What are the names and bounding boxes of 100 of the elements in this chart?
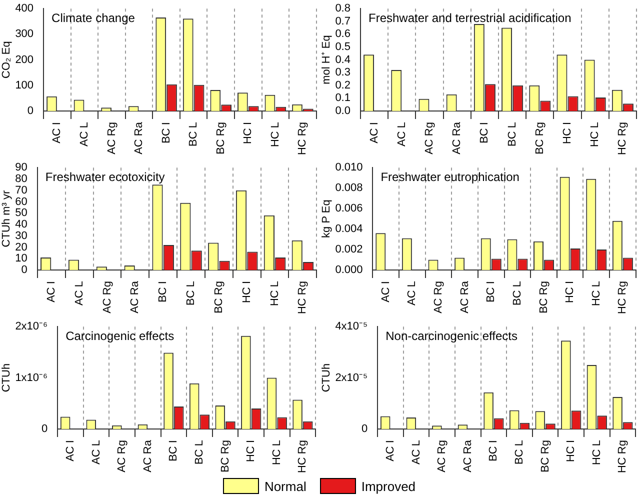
x-tick-label: BC I xyxy=(157,280,170,302)
x-tick-label: AC Rg xyxy=(436,440,448,472)
y-tick-label: 2x10⁻⁵ xyxy=(335,372,368,384)
y-tick-label: 0.5 xyxy=(335,41,350,54)
y-tick-label: 0.004 xyxy=(335,223,363,236)
y-tick-label: 0.3 xyxy=(335,66,350,79)
chart-title: Climate change xyxy=(52,10,136,25)
y-tick-label: 40 xyxy=(15,218,28,231)
y-tick-label: 0 xyxy=(361,423,368,436)
x-tick-label: AC Ra xyxy=(458,280,471,314)
x-tick-label: HC Rg xyxy=(296,122,309,156)
x-tick-label: BC I xyxy=(478,122,491,144)
chart-title: Freshwater eutrophication xyxy=(380,170,520,184)
x-tick-label: AC Rg xyxy=(106,122,118,154)
y-tick-label: 70 xyxy=(15,184,28,196)
y-tick-label: 0.000 xyxy=(335,264,363,276)
y-tick-label: 0.2 xyxy=(335,79,350,92)
x-tick-label: HC L xyxy=(589,122,602,148)
y-tick-label: 200 xyxy=(15,54,34,66)
x-tick-label: HC I xyxy=(245,440,258,462)
x-tick-label: HC L xyxy=(270,440,283,466)
chart-title: Freshwater and terrestrial acidification xyxy=(368,10,572,25)
x-tick-label: AC L xyxy=(90,440,102,464)
y-tick-label: 0.010 xyxy=(335,162,363,174)
x-tick-label: HC I xyxy=(565,440,578,462)
y-tick-label: 90 xyxy=(15,162,28,174)
x-tick-label: HC L xyxy=(590,280,602,306)
x-tick-label: BC I xyxy=(488,440,500,462)
x-tick-label: HC I xyxy=(242,122,254,144)
x-tick-label: AC I xyxy=(51,122,64,144)
y-tick-label: 2x10⁻⁶ xyxy=(15,320,48,333)
y-tick-label: 300 xyxy=(15,28,34,40)
x-tick-label: AC L xyxy=(73,280,86,306)
x-tick-label: AC Rg xyxy=(432,280,445,314)
y-tick-label: 50 xyxy=(15,207,28,220)
x-tick-label: HC I xyxy=(564,280,576,303)
x-tick-label: BC L xyxy=(506,122,518,146)
x-tick-label: BC Rg xyxy=(539,440,552,472)
x-tick-label: HC Rg xyxy=(616,440,629,474)
x-tick-label: BC L xyxy=(188,122,200,146)
y-tick-label: 0 xyxy=(41,423,48,436)
x-tick-label: HC L xyxy=(590,440,603,466)
y-tick-label: 10 xyxy=(15,252,28,265)
x-tick-label: HC L xyxy=(268,280,281,306)
x-tick-label: BC Rg xyxy=(534,122,546,154)
y-axis-title: CO₂ Eq xyxy=(0,41,13,78)
y-tick-label: 0.4 xyxy=(335,54,350,66)
y-tick-label: 30 xyxy=(15,230,28,242)
y-tick-label: 0 xyxy=(27,105,34,118)
x-tick-label: BC Rg xyxy=(214,122,227,154)
y-axis-title: kg P Eq xyxy=(320,200,333,238)
x-tick-label: HC I xyxy=(562,122,574,144)
x-tick-label: AC I xyxy=(64,440,77,462)
x-tick-label: HC Rg xyxy=(616,122,629,156)
x-tick-label: BC L xyxy=(514,440,526,464)
x-tick-label: AC Ra xyxy=(142,439,154,472)
x-tick-label: HC I xyxy=(240,280,253,303)
y-tick-label: 0.008 xyxy=(335,182,363,194)
x-tick-label: BC I xyxy=(485,280,498,302)
chart-title: Freshwater ecotoxicity xyxy=(45,170,165,184)
x-tick-label: BC I xyxy=(160,122,172,144)
legend-label: Normal xyxy=(264,478,306,494)
x-tick-label: BC Rg xyxy=(212,280,225,314)
x-tick-label: HC Rg xyxy=(616,280,629,314)
y-tick-label: 0.0 xyxy=(335,105,350,118)
x-tick-label: AC L xyxy=(78,122,90,146)
y-tick-label: 0.8 xyxy=(335,2,350,15)
y-axis-title: CTUh xyxy=(320,363,333,392)
y-axis-title: mol H⁺ Eq xyxy=(320,35,333,84)
x-tick-label: BC L xyxy=(185,280,198,306)
x-tick-label: HC Rg xyxy=(296,440,309,474)
x-tick-label: AC Ra xyxy=(129,280,142,314)
x-tick-label: AC I xyxy=(368,122,380,144)
y-tick-label: 1x10⁻⁶ xyxy=(15,372,48,384)
x-tick-label: AC I xyxy=(45,280,58,302)
x-tick-label: BC L xyxy=(194,440,206,464)
x-tick-label: AC Ra xyxy=(462,439,474,472)
x-tick-label: AC L xyxy=(410,440,422,464)
y-tick-label: 100 xyxy=(15,79,34,92)
x-tick-label: AC Rg xyxy=(424,122,436,154)
y-tick-label: 20 xyxy=(15,241,28,254)
x-tick-label: HC Rg xyxy=(296,280,309,314)
y-axis-title: CTUh xyxy=(0,363,13,392)
y-tick-label: 0.6 xyxy=(335,28,350,40)
x-tick-label: BC L xyxy=(511,280,524,306)
x-tick-label: AC L xyxy=(406,280,418,306)
x-tick-label: AC I xyxy=(384,440,397,462)
x-tick-label: BC Rg xyxy=(219,440,232,472)
chart-title: Carcinogenic effects xyxy=(66,328,174,343)
y-tick-label: 0 xyxy=(21,264,28,276)
y-tick-label: 0.002 xyxy=(335,244,363,256)
y-tick-label: 80 xyxy=(15,173,28,186)
y-tick-label: 400 xyxy=(15,2,34,15)
y-tick-label: 0.7 xyxy=(335,15,350,28)
chart-title: Non-carcinogenic effects xyxy=(386,328,518,343)
x-tick-label: AC Rg xyxy=(116,440,128,472)
x-tick-label: BC I xyxy=(168,440,180,462)
y-tick-label: 0.006 xyxy=(335,202,363,215)
y-tick-label: 0.1 xyxy=(335,92,350,104)
legend-label: Improved xyxy=(361,478,416,494)
